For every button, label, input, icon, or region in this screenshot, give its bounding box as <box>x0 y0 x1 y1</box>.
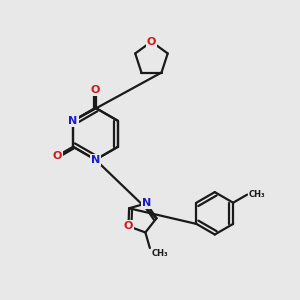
Text: CH₃: CH₃ <box>151 250 168 259</box>
Text: O: O <box>147 37 156 46</box>
Text: N: N <box>91 155 100 165</box>
Text: CH₃: CH₃ <box>249 190 265 199</box>
Text: O: O <box>124 221 133 231</box>
Text: O: O <box>91 85 100 94</box>
Text: N: N <box>142 198 151 208</box>
Text: N: N <box>68 116 78 126</box>
Text: O: O <box>52 151 62 161</box>
